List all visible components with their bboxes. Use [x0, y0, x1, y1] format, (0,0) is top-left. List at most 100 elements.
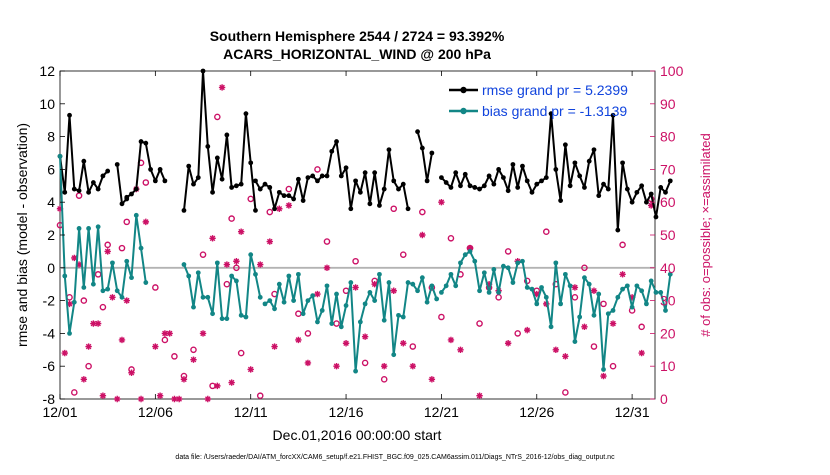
- rmse-point: [443, 180, 449, 185]
- y2-tick-label: 40: [660, 260, 676, 276]
- y-tick-label: 4: [47, 194, 55, 210]
- obs-assimilated-marker: [371, 281, 378, 288]
- obs-assimilated-marker: [619, 271, 626, 278]
- bias-point: [191, 304, 196, 310]
- obs-assimilated-marker: [118, 336, 126, 344]
- bias-point: [129, 275, 134, 281]
- bias-point: [462, 252, 468, 258]
- bias-point: [71, 299, 77, 305]
- bias-point: [229, 273, 235, 279]
- legend-bias-marker: [460, 107, 467, 115]
- bias-point: [281, 299, 287, 305]
- rmse-point: [500, 175, 506, 181]
- bias-point: [424, 299, 430, 305]
- y2-tick-label: 100: [660, 63, 684, 79]
- rmse-point: [281, 193, 287, 199]
- rmse-point: [315, 178, 320, 184]
- bias-point: [214, 260, 220, 266]
- y2-tick-label: 70: [660, 161, 676, 177]
- obs-assimilated-marker: [166, 330, 173, 337]
- rmse-point: [543, 175, 549, 181]
- x-tick-label: 12/11: [234, 404, 268, 420]
- bias-point: [577, 314, 583, 320]
- bias-point: [539, 285, 544, 290]
- obs-assimilated-marker: [638, 349, 645, 357]
- rmse-point: [405, 206, 411, 212]
- bias-point: [338, 324, 344, 330]
- rmse-point: [620, 160, 625, 166]
- bias-point: [372, 298, 378, 303]
- obs-assimilated-marker: [218, 84, 226, 91]
- rmse-point: [210, 189, 215, 195]
- bias-point: [639, 288, 645, 294]
- bias-point: [529, 286, 535, 292]
- bias-point: [205, 294, 211, 300]
- obs-assimilated-marker: [223, 261, 231, 268]
- rmse-point: [629, 199, 635, 205]
- obs-assimilated-marker: [628, 294, 636, 301]
- bias-point: [620, 286, 625, 292]
- bias-point: [601, 367, 606, 372]
- rmse-point: [181, 208, 187, 213]
- rmse-point: [648, 191, 654, 197]
- obs-possible-marker: [352, 257, 359, 265]
- bias-point: [396, 312, 401, 318]
- obs-assimilated-marker: [128, 369, 135, 376]
- obs-assimilated-marker: [190, 356, 197, 363]
- bias-point: [582, 275, 587, 281]
- bias-point: [186, 273, 192, 279]
- bias-point: [81, 285, 87, 290]
- bias-point: [367, 290, 373, 295]
- y-tick-label: -6: [43, 358, 56, 374]
- legend-rmse-marker: [460, 86, 467, 94]
- bias-point: [391, 352, 397, 358]
- rmse-point: [562, 142, 568, 148]
- bias-point: [510, 280, 516, 285]
- rmse-point: [191, 181, 196, 187]
- bias-point: [295, 271, 301, 277]
- rmse-point: [491, 181, 497, 187]
- rmse-point: [505, 188, 511, 194]
- footnote: data file: /Users/raeder/DAI/ATM_forcXX/…: [175, 454, 615, 461]
- bias-point: [410, 281, 416, 287]
- obs-assimilated-marker: [352, 284, 359, 291]
- rmse-point: [157, 167, 163, 172]
- bias-point: [238, 312, 244, 318]
- y-tick-label: 10: [39, 96, 55, 112]
- rmse-point: [105, 168, 111, 174]
- rmse-point: [152, 178, 158, 184]
- rmse-point: [229, 185, 235, 190]
- rmse-point: [467, 183, 473, 189]
- rmse-point: [596, 193, 602, 199]
- series-lines-group: [57, 68, 673, 374]
- rmse-point: [143, 140, 149, 146]
- bias-point: [496, 290, 502, 295]
- bias-point: [524, 285, 530, 290]
- obs-assimilated-marker: [247, 366, 254, 373]
- rmse-point: [276, 189, 282, 195]
- y-tick-label: -4: [43, 325, 56, 341]
- obs-assimilated-marker: [609, 320, 617, 327]
- obs-possible-marker: [542, 228, 550, 236]
- bias-point: [133, 212, 139, 218]
- obs-assimilated-marker: [237, 228, 245, 235]
- bias-point: [234, 278, 239, 284]
- bias-point: [400, 314, 406, 320]
- obs-possible-marker: [600, 300, 607, 308]
- obs-possible-marker: [514, 330, 521, 337]
- obs-possible-marker: [581, 264, 588, 272]
- obs-possible-marker: [380, 376, 388, 383]
- y-tick-label: 12: [39, 63, 55, 79]
- bias-point: [634, 283, 640, 289]
- obs-assimilated-marker: [61, 349, 68, 357]
- rmse-point: [234, 183, 239, 189]
- y2-tick-label: 30: [660, 293, 676, 309]
- obs-possible-marker: [504, 248, 512, 255]
- bias-point: [219, 316, 225, 322]
- x-tick-label: 12/01: [42, 404, 77, 420]
- obs-assimilated-marker: [400, 340, 407, 347]
- bias-point: [362, 301, 368, 307]
- rmse-point: [295, 176, 301, 182]
- bias-point: [481, 270, 487, 276]
- rmse-point: [591, 147, 597, 153]
